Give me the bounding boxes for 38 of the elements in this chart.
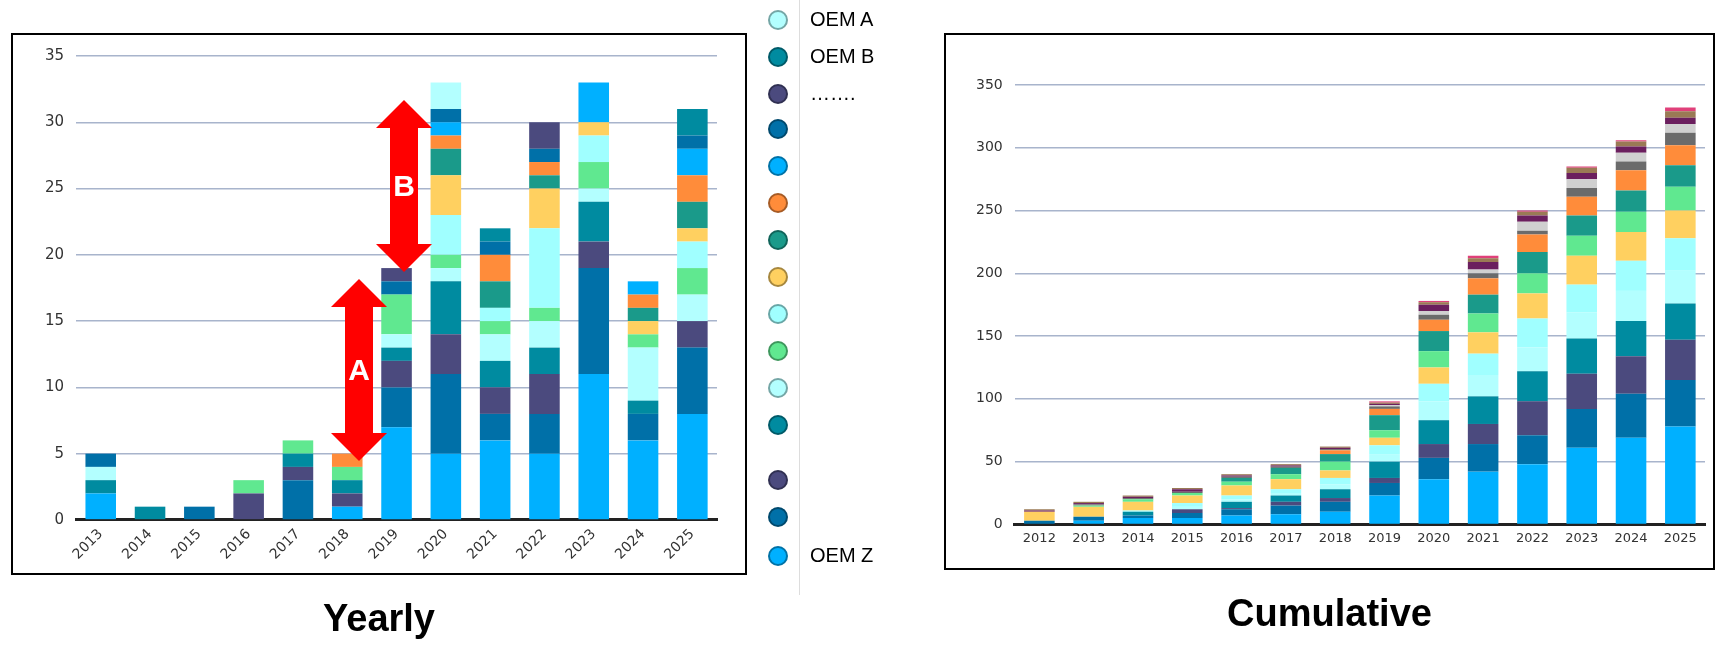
y-tick-label: 20 [44,244,65,263]
y-tick-label: 150 [975,326,1003,343]
x-tick-label: 2024 [1614,529,1648,545]
y-tick-label: 200 [975,263,1003,280]
x-tick-label: 2012 [1022,529,1056,545]
legend-label: OEM B [810,45,875,68]
y-tick-label: 0 [993,515,1003,532]
y-tick-label: 250 [975,201,1003,218]
legend-label: OEM A [810,8,874,31]
y-tick-label: 25 [44,178,65,197]
x-tick-label: 2023 [1565,529,1599,545]
y-tick-label: 0 [54,509,65,528]
y-tick-label: 30 [44,112,65,131]
legend-label: OEM Z [810,544,874,567]
annotation: B [393,169,415,203]
y-tick-label: 10 [44,377,65,396]
y-tick-label: 100 [975,389,1003,406]
x-tick-label: 2019 [1367,529,1402,545]
x-tick-label: 2014 [1121,529,1155,545]
y-tick-label: 50 [984,452,1003,469]
x-tick-label: 2016 [1220,529,1254,545]
legend-label: ……. [810,82,856,105]
text: Yearly [322,597,436,640]
x-tick-label: 2022 [1515,529,1549,545]
x-tick-label: 2020 [1417,529,1451,545]
x-tick-label: 2015 [1170,529,1204,545]
y-tick-label: 350 [975,75,1003,92]
annotation: A [348,353,370,387]
y-tick-label: 35 [44,45,65,64]
y-tick-label: 300 [975,138,1003,155]
x-tick-label: 2018 [1318,529,1352,545]
x-tick-label: 2025 [1663,529,1697,545]
y-tick-label: 15 [44,310,65,329]
x-tick-label: 2017 [1269,529,1303,545]
x-tick-label: 2021 [1466,529,1500,545]
y-tick-label: 5 [54,443,65,462]
text: Cumulative [1226,592,1433,635]
x-tick-label: 2013 [1072,529,1106,545]
